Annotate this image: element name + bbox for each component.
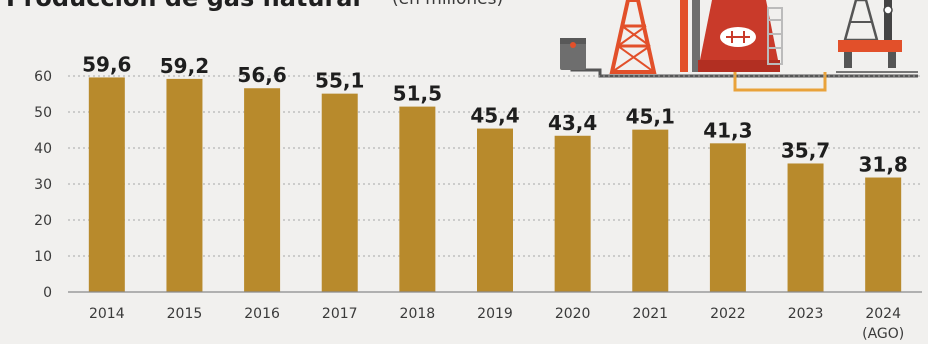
y-tick-label: 30 [34,177,52,193]
gridlines [68,75,922,257]
value-label-2021: 45,1 [626,105,675,129]
y-tick-label: 0 [43,285,52,301]
value-label-2022: 41,3 [703,118,752,142]
industry-illustration [560,0,918,92]
y-tick-label: 50 [34,105,52,121]
value-label-2024: 31,8 [859,153,908,177]
bar-2014 [88,77,125,292]
bars [88,77,902,293]
bar-2021 [632,129,669,292]
x-tick-label-2014: 2014 [89,306,125,322]
bar-2020 [554,135,591,292]
value-label-2019: 45,4 [470,104,519,128]
value-label-2015: 59,2 [160,54,209,78]
value-label-2016: 56,6 [237,63,286,87]
y-tick-label: 40 [34,141,52,157]
bar-2018 [399,106,436,292]
value-labels: 59,6 59,2 56,6 55,1 51,5 45,4 43,4 45,1 41,3 35,7… [82,52,908,176]
gas-tank-icon [680,0,783,72]
bar-2022 [709,143,746,292]
x-tick-label-2015: 2015 [167,306,203,322]
value-label-2023: 35,7 [781,138,830,162]
x-tick-label-2022: 2022 [710,306,746,322]
bar-2017 [321,93,358,292]
x-tick-label-2017: 2017 [322,306,358,322]
chart-subtitle: (en millones) [392,0,503,9]
y-tick-label: 20 [34,213,52,229]
x-tick-label-2021: 2021 [632,306,668,322]
x-tick-label-2023: 2023 [788,306,824,322]
value-label-2018: 51,5 [393,82,442,106]
x-tick-label-2018: 2018 [400,306,436,322]
x-tick-label-2024: 2024 [865,306,901,322]
bar-2019 [477,128,513,292]
x-tick-label-2016: 2016 [244,306,280,322]
x-tick-label-2020: 2020 [555,306,591,322]
drilling-rig-icon [836,0,918,73]
oil-barrel-icon [560,38,586,70]
value-label-2020: 43,4 [548,111,597,135]
value-label-2017: 55,1 [315,69,364,93]
bar-2023 [787,163,824,292]
y-tick-label: 60 [34,69,52,85]
bar-2024 [865,177,902,292]
x-axis-ticks: 2014 2015 2016 2017 2018 2019 2020 2021 2022 2023… [89,306,904,342]
x-tick-note: (AGO) [862,326,904,342]
oil-derrick-icon [609,0,657,74]
bar-2016 [244,88,281,293]
y-axis-ticks: 0 10 20 30 40 50 60 [34,69,52,301]
bar-2015 [166,78,203,292]
y-tick-label: 10 [34,249,52,265]
chart-title: Producción de gas natural [6,0,361,12]
value-label-2014: 59,6 [82,52,131,76]
x-tick-label-2019: 2019 [477,306,513,322]
